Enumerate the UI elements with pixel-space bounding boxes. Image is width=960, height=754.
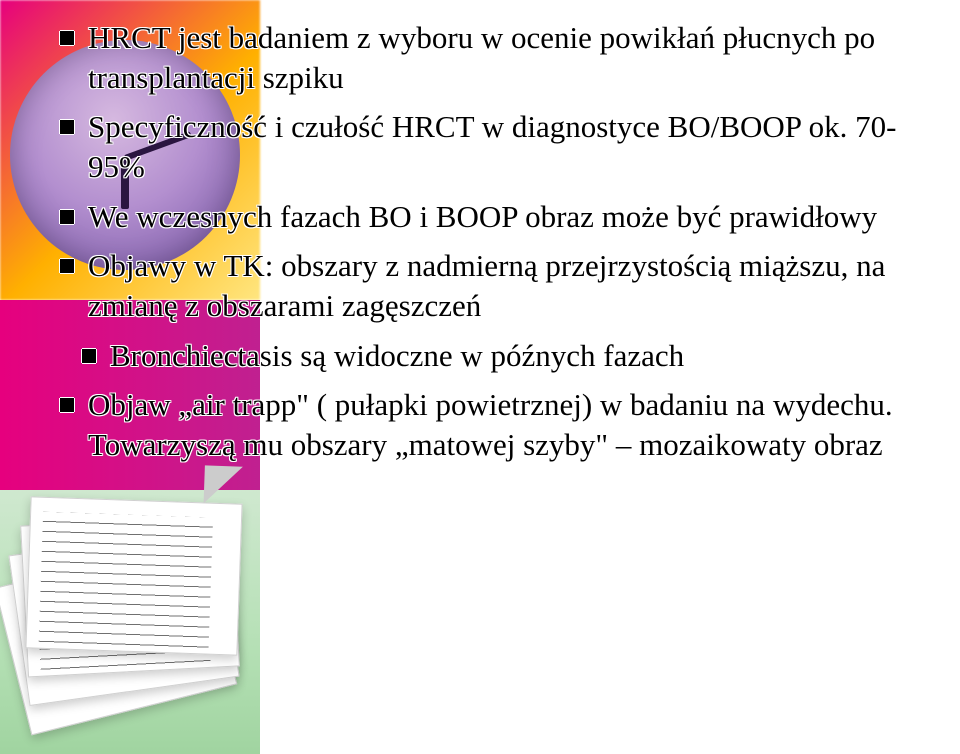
paper-stack-icon	[0, 480, 270, 750]
slide-content: HRCT jest badaniem z wyboru w ocenie pow…	[56, 18, 950, 475]
bullet-list: HRCT jest badaniem z wyboru w ocenie pow…	[56, 18, 950, 465]
bullet-item: Objawy w TK: obszary z nadmierną przejrz…	[56, 246, 950, 325]
bullet-item: Bronchiectasis są widoczne w późnych faz…	[56, 336, 950, 376]
bullet-item: Specyficzność i czułość HRCT w diagnosty…	[56, 107, 950, 186]
slide: HRCT jest badaniem z wyboru w ocenie pow…	[0, 0, 960, 754]
bullet-item: We wczesnych fazach BO i BOOP obraz może…	[56, 197, 950, 237]
bullet-item: Objaw „air trapp" ( pułapki powietrznej)…	[56, 385, 950, 464]
paper-sheet	[25, 496, 242, 655]
bullet-item: HRCT jest badaniem z wyboru w ocenie pow…	[56, 18, 950, 97]
